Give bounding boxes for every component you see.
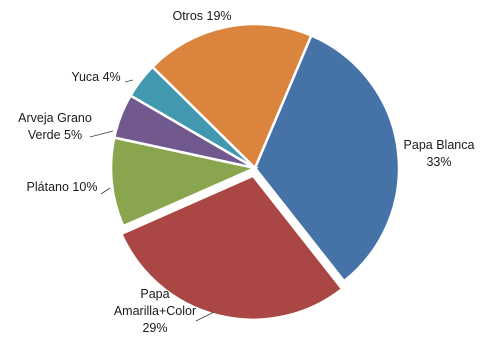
- pie-slice-papa-blanca: [253, 33, 401, 283]
- data-label-papa-blanca: Papa Blanca 33%: [404, 138, 475, 169]
- pie-slice-papa-amarilla-color: [119, 174, 344, 322]
- data-label-arveja-grano-verde: Arveja Grano Verde 5%: [18, 111, 92, 142]
- leader-line-papa-amarilla-color: [195, 311, 215, 322]
- pie-slice-otros: [150, 22, 313, 171]
- data-label-papa-amarilla-color: Papa Amarilla+Color 29%: [114, 287, 196, 335]
- label-leader-lines: [89, 79, 215, 322]
- leader-line-platano: [100, 187, 111, 195]
- leader-line-yuca: [124, 79, 134, 83]
- pie-slices: [109, 22, 401, 322]
- slice-labels: Papa Blanca 33% Papa Amarilla+Color 29% Pláta…: [18, 9, 474, 335]
- leader-line-arveja-grano-verde: [89, 130, 114, 138]
- data-label-otros: Otros 19%: [172, 9, 231, 23]
- data-label-yuca: Yuca 4%: [71, 70, 120, 84]
- pie-slice-platano: [109, 136, 260, 228]
- data-label-platano: Plátano 10%: [27, 180, 98, 194]
